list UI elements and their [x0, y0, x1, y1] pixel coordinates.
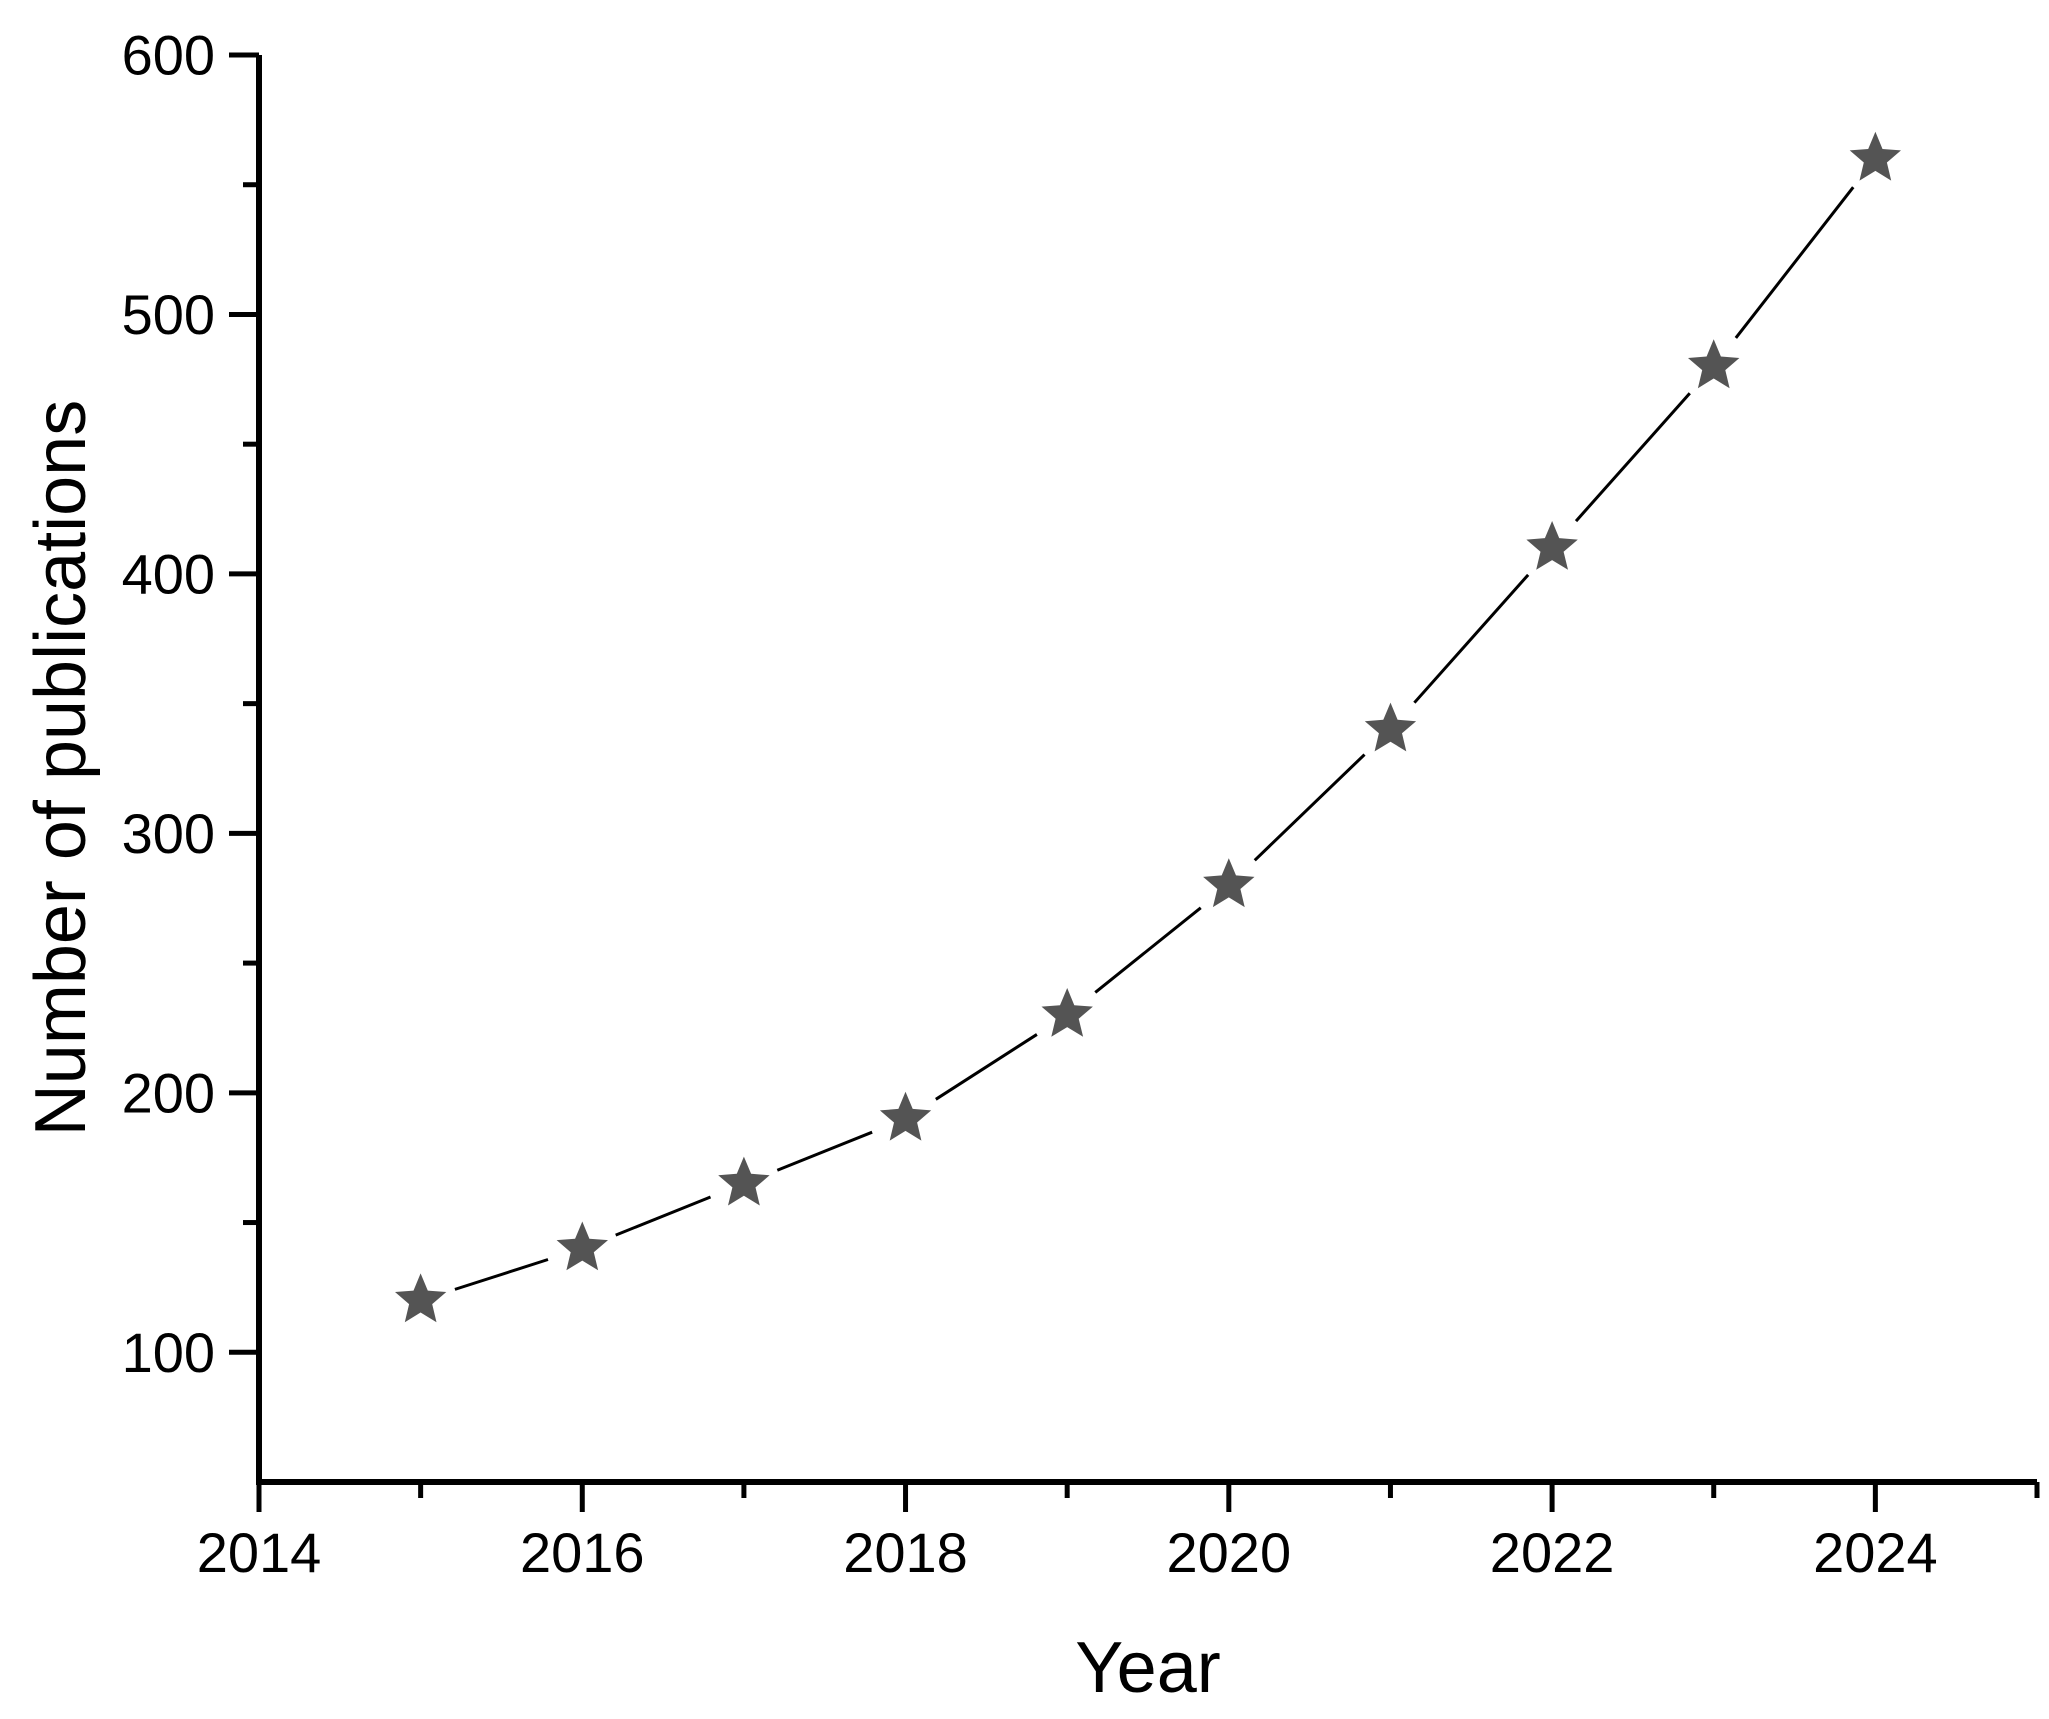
x-tick-label: 2020	[1167, 1521, 1292, 1584]
data-point-star	[1203, 858, 1255, 908]
data-point-star	[1526, 521, 1578, 570]
y-tick-label: 600	[122, 24, 215, 87]
x-tick-label: 2018	[843, 1521, 968, 1584]
data-series	[395, 131, 1901, 1323]
data-point-star	[1849, 131, 1901, 181]
axes	[256, 55, 2037, 1485]
series-line-segment	[1253, 753, 1366, 862]
axis-tick-labels: 2014 2016 2018 2020 2022 2024 100 200 300 400 500 6…	[122, 24, 1938, 1585]
series-line-segment	[1574, 392, 1691, 523]
data-point-star	[395, 1273, 447, 1323]
x-tick-label: 2024	[1813, 1521, 1938, 1584]
series-line-segment	[935, 1033, 1038, 1101]
data-point-star	[879, 1091, 932, 1141]
x-axis-title: Year	[1075, 1628, 1220, 1708]
data-point-star	[1041, 988, 1093, 1037]
data-point-star	[1364, 702, 1417, 752]
series-line-segment	[454, 1258, 549, 1291]
y-tick-label: 100	[122, 1321, 215, 1384]
y-axis-title: Number of publications	[21, 400, 101, 1136]
series-line-segment	[1094, 906, 1202, 994]
data-point-star	[556, 1221, 608, 1271]
x-tick-label: 2022	[1490, 1521, 1615, 1584]
y-tick-label: 400	[122, 542, 215, 605]
series-line-segment	[615, 1195, 712, 1237]
y-tick-label: 300	[122, 802, 215, 865]
data-point-star	[718, 1156, 770, 1206]
y-tick-label: 500	[122, 283, 215, 346]
series-line-segment	[776, 1130, 873, 1172]
series-line-segment	[1413, 573, 1530, 704]
data-point-star	[1688, 339, 1740, 389]
y-tick-label: 200	[122, 1061, 215, 1124]
series-line-segment	[1734, 186, 1855, 339]
x-tick-label: 2014	[197, 1521, 322, 1584]
axis-ticks	[229, 52, 2040, 1512]
x-tick-label: 2016	[520, 1521, 645, 1584]
